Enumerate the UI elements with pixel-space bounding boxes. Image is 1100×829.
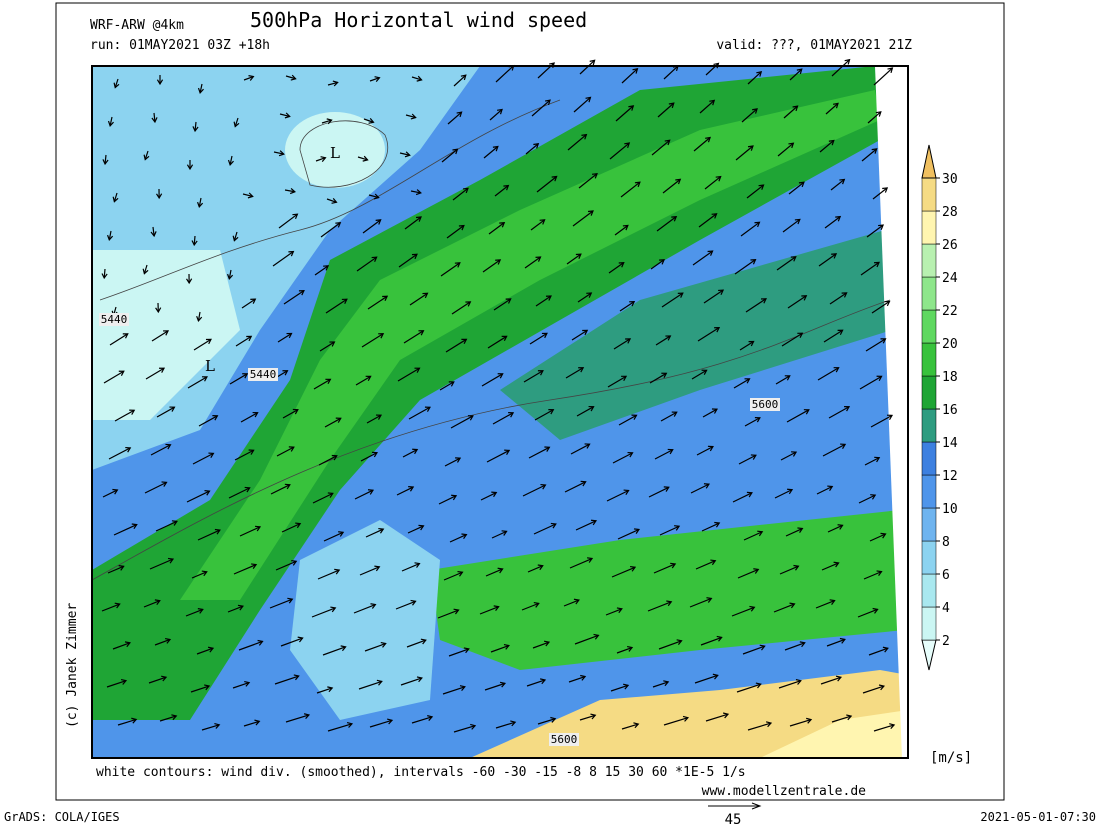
colorbar-tick-label: 2: [942, 634, 950, 649]
colorbar-band: [922, 508, 936, 541]
contour-label: 5440: [250, 368, 277, 381]
colorbar-band: [922, 244, 936, 277]
colorbar-band: [922, 442, 936, 475]
contour-label: 5600: [752, 398, 779, 411]
contour-label: 5600: [551, 733, 578, 746]
colorbar-band: [922, 541, 936, 574]
colorbar-tick-label: 10: [942, 502, 958, 517]
colorbar-tick-label: 4: [942, 601, 950, 616]
colorbar-tick-label: 6: [942, 568, 950, 583]
colorbar-band: [922, 607, 936, 640]
colorbar-tick-label: 26: [942, 238, 958, 253]
wind-map: L L 5440 5440 5600 5600: [92, 60, 908, 758]
colorbar-band: [922, 178, 936, 211]
run-label: run: 01MAY2021 03Z +18h: [90, 38, 270, 53]
grads-label: GrADS: COLA/IGES: [4, 810, 120, 824]
colorbar-tick-label: 8: [942, 535, 950, 550]
colorbar-tick-label: 12: [942, 469, 958, 484]
low-marker: L: [330, 144, 340, 162]
colorbar-band: [922, 574, 936, 607]
unit-label: [m/s]: [930, 750, 972, 766]
colorbar-band: [922, 310, 936, 343]
colorbar-band: [922, 211, 936, 244]
colorbar-tick-label: 22: [942, 304, 958, 319]
reference-vector-label: 45: [725, 812, 742, 825]
colorbar-tick-label: 24: [942, 271, 958, 286]
colorbar-band: [922, 376, 936, 409]
site-label: www.modellzentrale.de: [702, 784, 867, 799]
colorbar-band: [922, 409, 936, 442]
colorbar-band: [922, 475, 936, 508]
colorbar-tick-label: 28: [942, 205, 958, 220]
colorbar-tick-label: 18: [942, 370, 958, 385]
contour-label: 5440: [101, 313, 128, 326]
low-marker: L: [205, 357, 215, 375]
valid-label: valid: ???, 01MAY2021 21Z: [716, 38, 912, 53]
timestamp: 2021-05-01-07:30: [980, 810, 1096, 824]
colorbar-tick-label: 14: [942, 436, 958, 451]
map-title: 500hPa Horizontal wind speed: [250, 8, 587, 32]
model-label: WRF-ARW @4km: [90, 18, 184, 33]
divergence-note: white contours: wind div. (smoothed), in…: [96, 765, 746, 780]
copyright: (c) Janek Zimmer: [65, 603, 80, 728]
colorbar-band: [922, 343, 936, 376]
colorbar-band: [922, 277, 936, 310]
colorbar-tick-label: 16: [942, 403, 958, 418]
colorbar-tick-label: 20: [942, 337, 958, 352]
colorbar-tick-label: 30: [942, 172, 958, 187]
